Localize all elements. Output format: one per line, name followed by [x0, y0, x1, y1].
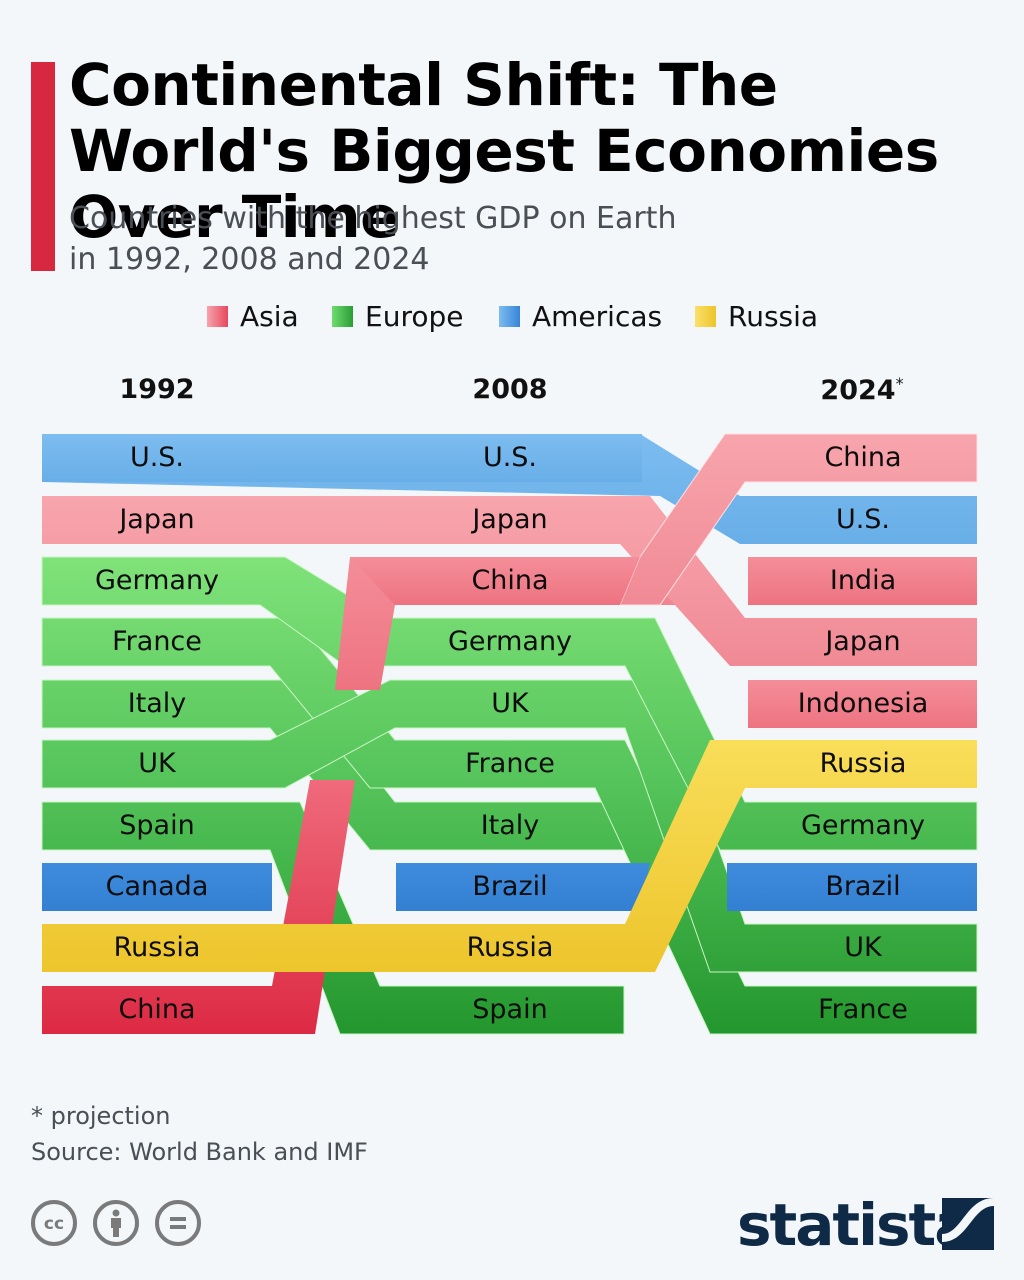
legend-item-asia: Asia — [207, 300, 299, 333]
label-2008-rank-9: Russia — [466, 932, 554, 963]
label-2008-rank-7: Italy — [480, 810, 540, 841]
label-1992-rank-6: UK — [138, 748, 176, 779]
label-2024-rank-5: Indonesia — [797, 688, 929, 719]
label-2024-rank-10: France — [818, 994, 908, 1025]
label-2024-rank-4: Japan — [825, 626, 901, 657]
legend-label: Europe — [365, 300, 464, 333]
legend: Asia Europe Americas Russia — [0, 300, 1024, 340]
no-derivatives-icon[interactable] — [155, 1200, 201, 1246]
svg-text:cc: cc — [44, 1214, 64, 1234]
title-accent-bar — [31, 62, 55, 271]
label-2008-rank-2: Japan — [472, 504, 548, 535]
cc-glyph-icon: cc — [44, 1214, 64, 1234]
projection-mark: * — [895, 374, 904, 393]
legend-label: Asia — [240, 300, 299, 333]
label-2008-rank-5: UK — [491, 688, 529, 719]
legend-label: Russia — [728, 300, 819, 333]
cc-license-icon[interactable]: cc — [31, 1200, 77, 1246]
label-2008-rank-8: Brazil — [472, 871, 548, 902]
label-2008-rank-6: France — [465, 748, 555, 779]
label-1992-rank-9: Russia — [113, 932, 201, 963]
label-1992-rank-3: Germany — [94, 565, 220, 596]
subtitle-line-2: in 1992, 2008 and 2024 — [69, 242, 430, 277]
statista-logo[interactable]: statista — [737, 1195, 973, 1255]
legend-swatch-russia — [695, 306, 716, 327]
year-2024-text: 2024 — [820, 375, 896, 406]
label-1992-rank-8: Canada — [105, 871, 209, 902]
label-1992-rank-1: U.S. — [129, 442, 185, 473]
legend-item-europe: Europe — [332, 300, 463, 333]
label-2024-rank-7: Germany — [800, 810, 926, 841]
label-2008-rank-3: China — [471, 565, 549, 596]
label-2024-rank-2: U.S. — [835, 504, 891, 535]
subtitle-line-1: Countries with the highest GDP on Earth — [69, 201, 677, 236]
brand-wordmark: statista — [737, 1191, 973, 1259]
label-2008-rank-4: Germany — [447, 626, 573, 657]
year-header-2024: 2024* — [762, 374, 962, 406]
legend-swatch-americas — [499, 306, 520, 327]
person-icon — [111, 1209, 121, 1237]
year-header-2008: 2008 — [472, 374, 548, 405]
legend-swatch-europe — [332, 306, 353, 327]
label-2008-rank-1: U.S. — [482, 442, 538, 473]
label-2024-rank-3: India — [829, 565, 897, 596]
label-2024-rank-9: UK — [844, 932, 882, 963]
footnote-projection: * projection — [31, 1102, 171, 1130]
statista-logo-mark-icon — [942, 1198, 994, 1250]
legend-item-americas: Americas — [499, 300, 662, 333]
label-2024-rank-8: Brazil — [825, 871, 901, 902]
chart-title: Continental Shift: The World's Biggest E… — [69, 51, 939, 251]
legend-swatch-asia — [207, 306, 228, 327]
label-2024-rank-6: Russia — [819, 748, 907, 779]
equals-icon — [170, 1217, 186, 1229]
chart-subtitle: Countries with the highest GDP on Earth … — [69, 198, 869, 280]
label-1992-rank-4: France — [112, 626, 202, 657]
source-note: Source: World Bank and IMF — [31, 1138, 368, 1166]
legend-item-russia: Russia — [695, 300, 818, 333]
year-header-1992: 1992 — [119, 374, 195, 405]
label-1992-rank-7: Spain — [119, 810, 195, 841]
attribution-icon[interactable] — [93, 1200, 139, 1246]
label-1992-rank-2: Japan — [119, 504, 195, 535]
legend-label: Americas — [532, 300, 663, 333]
label-1992-rank-5: Italy — [127, 688, 187, 719]
label-2008-rank-10: Spain — [472, 994, 548, 1025]
label-1992-rank-10: China — [118, 994, 196, 1025]
label-2024-rank-1: China — [824, 442, 902, 473]
